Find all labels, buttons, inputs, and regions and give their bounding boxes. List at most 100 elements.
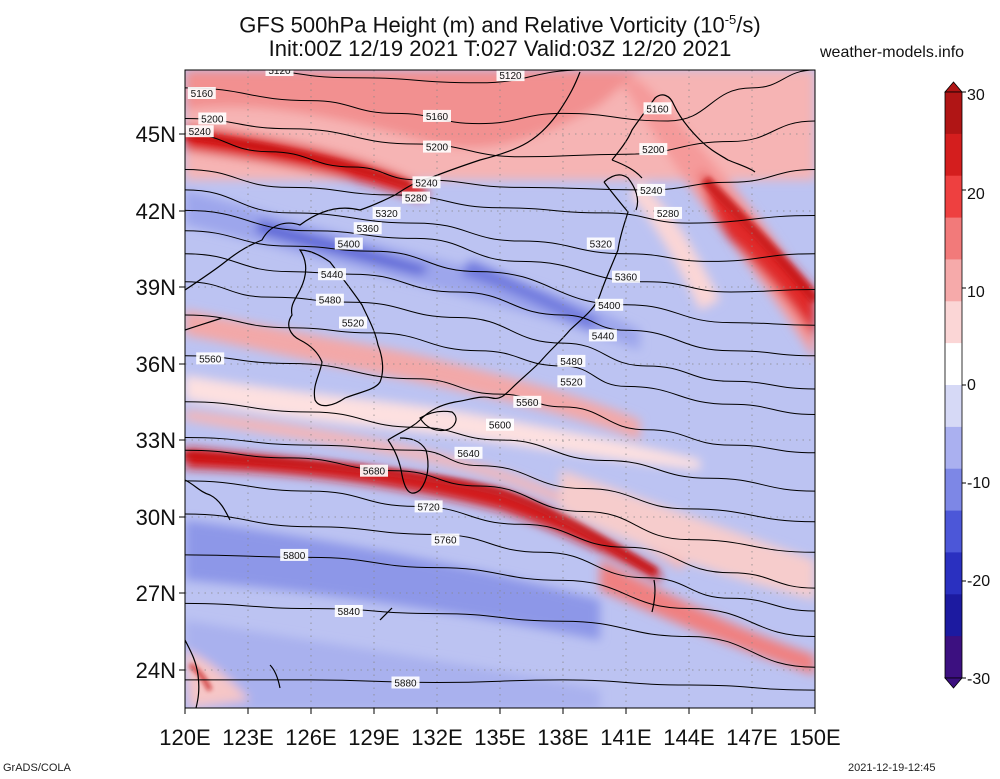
chart-title: GFS 500hPa Height (m) and Relative Vorti… [140,7,860,37]
colorbar-segment [945,426,962,470]
colorbar-segment [945,468,962,512]
height-contour-5760 [185,513,815,612]
height-contour-5720 [185,480,815,589]
lat-tick-label: 24N [136,658,176,683]
lon-tick-label: 120E [159,725,210,750]
height-contour-5400 [185,230,815,326]
svg-text:5200: 5200 [642,145,665,156]
colorbar-segment [945,259,962,302]
software-credit: GrADS/COLA [3,762,71,774]
contour-label: 5360 [353,222,382,235]
contour-label: 5600 [486,418,514,432]
lon-tick-label: 129E [348,725,399,750]
contour-label: 5440 [588,329,617,342]
contour-label: 5360 [612,270,640,284]
lon-tick-label: 138E [537,725,588,750]
svg-text:5160: 5160 [426,112,449,123]
lon-tick-label: 126E [285,725,336,750]
svg-text:5560: 5560 [516,398,539,409]
svg-text:5560: 5560 [199,354,222,365]
svg-text:5240: 5240 [189,127,212,138]
contour-label: 5240 [185,125,214,138]
colorbar-segment [945,175,962,219]
colorbar [944,81,966,689]
svg-text:5520: 5520 [342,319,365,330]
contour-label: 5720 [414,500,443,513]
svg-text:5360: 5360 [357,224,380,235]
height-contour-5640 [185,437,815,523]
svg-text:5680: 5680 [363,467,386,478]
contour-label: 5200 [639,143,668,156]
svg-text:5760: 5760 [434,536,457,547]
svg-text:5240: 5240 [415,178,438,189]
lat-tick-label: 45N [136,122,176,147]
colorbar-segment [945,92,962,135]
contour-label: 5200 [423,140,451,154]
height-contour-5440 [185,253,815,357]
svg-text:5720: 5720 [417,502,440,513]
lat-tick-label: 27N [136,581,176,606]
height-contour-5600 [185,401,815,492]
lon-tick-label: 132E [411,725,462,750]
svg-text:5840: 5840 [338,607,361,618]
title-main: GFS 500hPa Height (m) and Relative Vorti… [239,12,725,38]
contour-label: 5240 [637,183,666,197]
svg-text:5280: 5280 [405,194,428,205]
lon-tick-label: 144E [663,725,714,750]
site-name: weather-models.info [820,44,965,61]
height-contour-5840 [185,602,815,668]
contour-label: 5760 [431,533,460,547]
svg-text:5200: 5200 [201,115,224,126]
svg-text:5120: 5120 [268,66,291,77]
contour-label: 5200 [198,112,227,126]
height-contour-5480 [185,281,815,390]
contour-label: 5160 [423,109,451,123]
colorbar-label: 20 [967,186,985,203]
chart-subtitle: Init:00Z 12/19 2021 T:027 Valid:03Z 12/2… [268,36,732,61]
contour-label: 5280 [402,191,430,205]
svg-text:5440: 5440 [592,331,615,342]
contour-label: 5800 [280,548,309,562]
colorbar-label: 30 [967,87,985,104]
lat-tick-label: 36N [136,352,176,377]
lon-tick-label: 150E [789,725,840,750]
lon-tick-labels: 120E 123E 126E 129E 132E 135E 138E 141E … [159,725,840,750]
svg-text:5280: 5280 [657,209,680,220]
contour-label: 5480 [557,354,586,368]
svg-text:5480: 5480 [319,296,342,307]
axis-ticks [179,133,816,714]
height-contour-5360 [185,209,815,293]
contour-label: 5400 [595,298,624,312]
svg-text:5440: 5440 [321,270,344,281]
svg-text:5200: 5200 [426,143,449,154]
contour-label: 5560 [196,352,225,365]
colorbar-label: -20 [967,573,990,590]
coastlines [185,71,756,708]
svg-text:5400: 5400 [338,240,361,251]
contour-label: 5320 [372,206,401,220]
colorbar-segment [945,385,962,428]
svg-text:5800: 5800 [283,551,306,562]
contour-label: 5160 [643,102,672,115]
svg-text:5880: 5880 [394,679,417,690]
colorbar-segment [945,217,962,260]
contour-label: 5120 [265,66,294,77]
svg-text:5320: 5320 [375,209,398,220]
height-contour-5520 [185,314,815,415]
height-contour-5280 [185,169,815,224]
colorbar-segment [945,301,962,344]
colorbar-label: 10 [967,284,985,301]
colorbar-segment [945,636,962,679]
contour-label: 5840 [334,605,363,618]
lat-tick-label: 33N [136,428,176,453]
contour-label: 5560 [513,395,542,409]
svg-text:5240: 5240 [640,186,663,197]
contour-label: 5640 [454,446,483,460]
colorbar-top-arrow [944,81,963,93]
lon-tick-label: 147E [726,725,777,750]
svg-text:5360: 5360 [615,273,638,284]
svg-text:5160: 5160 [646,104,669,115]
contour-label: 5480 [315,293,344,307]
